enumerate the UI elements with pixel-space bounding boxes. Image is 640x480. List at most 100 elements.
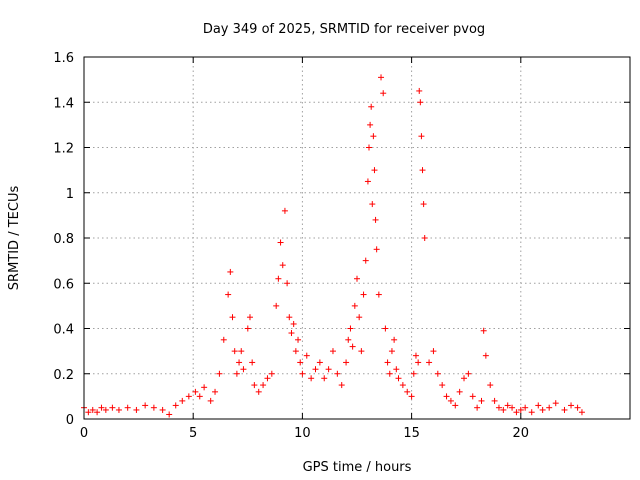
data-point (102, 406, 109, 413)
data-point (312, 366, 319, 373)
data-point (372, 216, 379, 223)
data-point (443, 393, 450, 400)
data-point (216, 370, 223, 377)
data-point (461, 375, 468, 382)
data-point (378, 74, 385, 81)
data-point (465, 370, 472, 377)
data-point (452, 402, 459, 409)
data-point (421, 235, 428, 241)
data-point (384, 359, 391, 366)
data-point (240, 366, 247, 373)
data-point (539, 406, 546, 413)
data-point (115, 406, 122, 413)
data-point (373, 246, 380, 253)
data-point (212, 388, 219, 395)
x-tick-label: 20 (513, 426, 530, 441)
data-point (334, 370, 341, 377)
data-point (509, 404, 516, 411)
y-tick-label: 0.4 (53, 323, 74, 338)
y-axis-label: SRMTID / TECUs (7, 186, 22, 291)
data-point (246, 314, 253, 321)
data-point (495, 404, 502, 411)
data-point (356, 314, 363, 321)
data-point (279, 262, 286, 269)
data-point (393, 366, 400, 373)
data-point (426, 359, 433, 366)
data-point (98, 404, 105, 411)
y-tick-label: 1 (66, 187, 74, 202)
data-point (196, 393, 203, 400)
data-point (412, 352, 419, 359)
x-axis-label: GPS time / hours (303, 460, 412, 475)
data-point (207, 397, 214, 404)
data-point (491, 397, 498, 404)
data-point (231, 348, 238, 355)
data-point (418, 133, 425, 140)
data-point (260, 382, 267, 389)
data-point (236, 359, 243, 366)
data-point (268, 370, 275, 377)
data-point (94, 409, 101, 416)
data-point (522, 404, 529, 411)
data-point (124, 404, 131, 411)
data-point (369, 201, 376, 208)
data-point (275, 275, 282, 282)
data-point (447, 397, 454, 404)
data-point (299, 370, 306, 377)
data-point (358, 348, 365, 355)
y-tick-label: 1.6 (53, 51, 74, 66)
x-tick-label: 0 (80, 426, 88, 441)
y-tick-label: 1.2 (53, 142, 74, 157)
data-point (142, 402, 149, 409)
data-point (482, 352, 489, 359)
data-point (362, 257, 369, 264)
data-point (430, 348, 437, 355)
x-tick-label: 15 (403, 426, 420, 441)
data-point (220, 336, 227, 343)
data-point (277, 239, 284, 246)
data-point (238, 348, 245, 355)
data-point (159, 406, 166, 413)
y-tick-label: 0.6 (53, 277, 74, 292)
data-point (504, 402, 511, 409)
data-point (416, 87, 423, 94)
data-point (109, 404, 116, 411)
data-point (286, 314, 293, 321)
data-point (273, 302, 280, 309)
data-point (568, 402, 575, 409)
data-point (227, 268, 234, 275)
data-point (290, 320, 297, 327)
data-point (192, 388, 199, 395)
data-point (419, 167, 426, 174)
data-point (225, 291, 232, 298)
data-point (552, 400, 559, 407)
data-point (251, 382, 258, 389)
data-point (415, 359, 422, 366)
chart-title: Day 349 of 2025, SRMTID for receiver pvo… (203, 22, 485, 37)
data-point (292, 348, 299, 355)
data-point (345, 336, 352, 343)
data-point (535, 402, 542, 409)
data-point (480, 327, 487, 334)
data-point (364, 178, 371, 185)
data-point (439, 382, 446, 389)
data-point (368, 103, 375, 110)
data-point (264, 375, 271, 382)
data-point (284, 280, 291, 287)
x-tick-label: 10 (294, 426, 311, 441)
y-tick-label: 0.8 (53, 232, 74, 247)
x-tick-label: 5 (189, 426, 197, 441)
data-point (354, 275, 360, 282)
y-tick-label: 0.2 (53, 368, 74, 383)
data-point (375, 291, 382, 298)
data-point (89, 406, 96, 413)
data-point (528, 409, 535, 416)
data-points (81, 74, 585, 418)
data-point (360, 291, 367, 298)
data-point (288, 330, 295, 337)
data-point (255, 388, 262, 395)
data-point (349, 343, 356, 350)
data-point (233, 370, 240, 377)
data-point (308, 375, 315, 382)
